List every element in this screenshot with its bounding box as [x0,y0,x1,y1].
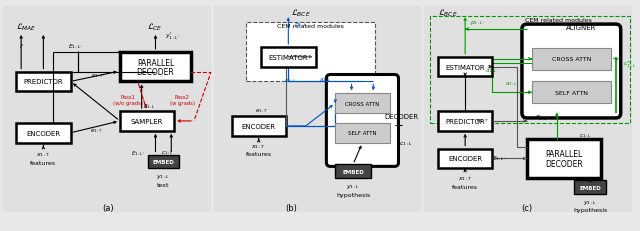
Text: $p_{1:L}$: $p_{1:L}$ [294,21,308,29]
Text: SELF ATTN: SELF ATTN [348,131,377,136]
FancyBboxPatch shape [335,165,371,179]
Text: $a_{1:L^{\prime}}$: $a_{1:L^{\prime}}$ [505,80,519,88]
Text: ENCODER: ENCODER [448,156,482,162]
FancyBboxPatch shape [438,58,492,77]
FancyBboxPatch shape [261,48,316,67]
Text: CROSS ATTN: CROSS ATTN [552,57,591,62]
Text: $\mathcal{L}_{MAE}$: $\mathcal{L}_{MAE}$ [16,21,36,33]
Text: $d_{1:L^{\prime}}$: $d_{1:L^{\prime}}$ [485,66,499,75]
Text: DECODER: DECODER [545,159,583,168]
Text: $x_{1:T}$: $x_{1:T}$ [252,142,266,150]
FancyBboxPatch shape [532,82,611,104]
Text: $x_{1:T}$: $x_{1:T}$ [458,175,472,182]
Text: ENCODER: ENCODER [26,130,60,136]
Text: $d_{1:L}$: $d_{1:L}$ [284,76,297,85]
Text: EMBED: EMBED [152,159,174,164]
Text: text: text [157,182,170,187]
Text: Pass2
(w grads): Pass2 (w grads) [170,94,195,105]
Text: SELF ATTN: SELF ATTN [555,90,588,95]
FancyBboxPatch shape [574,180,606,194]
Text: $E^{\prime}_{1:L^{\prime}}$: $E^{\prime}_{1:L^{\prime}}$ [535,113,548,122]
Text: $c_{1:L}$: $c_{1:L}$ [161,149,173,157]
FancyBboxPatch shape [3,7,211,212]
Text: $e_{1:T^{\prime}}$: $e_{1:T^{\prime}}$ [92,72,105,80]
FancyBboxPatch shape [326,75,399,167]
FancyBboxPatch shape [120,52,191,82]
Text: $e_{1:T}$: $e_{1:T}$ [476,116,489,124]
Text: ALIGNER: ALIGNER [566,25,596,31]
Text: PARALLEL: PARALLEL [137,59,174,68]
Text: $y^{\prime}_{1:L^{\prime}}$: $y^{\prime}_{1:L^{\prime}}$ [165,31,180,42]
Text: DECODER: DECODER [136,68,174,77]
FancyBboxPatch shape [120,112,174,131]
FancyBboxPatch shape [16,72,70,92]
Text: $c^{+}_{1:L}$: $c^{+}_{1:L}$ [623,59,636,70]
Text: features: features [30,160,56,165]
Text: SAMPLER: SAMPLER [131,119,163,124]
Text: (a): (a) [102,204,114,213]
Text: $c_{1:L}$: $c_{1:L}$ [399,139,413,147]
Text: ESTIMATOR: ESTIMATOR [269,55,308,61]
FancyBboxPatch shape [438,112,492,131]
FancyBboxPatch shape [522,25,621,119]
Text: PREDICTOR: PREDICTOR [445,119,485,124]
Text: DECODER: DECODER [385,113,419,119]
Text: $c_{1:L}$: $c_{1:L}$ [579,131,591,139]
FancyBboxPatch shape [232,116,286,136]
Text: hypothesis: hypothesis [573,207,607,213]
FancyBboxPatch shape [148,155,179,169]
FancyBboxPatch shape [335,94,390,113]
Text: $\mathcal{L}_{BCE}$: $\mathcal{L}_{BCE}$ [291,7,310,19]
Text: $p_{1:L^{\prime}}$: $p_{1:L^{\prime}}$ [470,19,486,27]
FancyBboxPatch shape [214,7,421,212]
Text: ESTIMATOR: ESTIMATOR [445,64,485,70]
Text: $\mathcal{L}_{CE}$: $\mathcal{L}_{CE}$ [147,21,163,33]
FancyBboxPatch shape [335,123,390,143]
Text: EMBED: EMBED [579,185,601,190]
Text: $S_{1:L}$: $S_{1:L}$ [143,101,156,110]
Text: $E_{1:L^{\prime}}$: $E_{1:L^{\prime}}$ [131,149,145,157]
Text: Pass1
(w/o grads): Pass1 (w/o grads) [113,94,143,105]
Text: $y_{1:L}$: $y_{1:L}$ [156,173,170,180]
Text: $e_{1:T}$: $e_{1:T}$ [90,126,103,134]
FancyBboxPatch shape [527,139,601,179]
Text: $x_{1:T}$: $x_{1:T}$ [36,151,51,159]
Text: ENCODER: ENCODER [242,123,276,129]
Text: PARALLEL: PARALLEL [545,149,582,158]
Text: $a_{1:L}$: $a_{1:L}$ [319,76,332,84]
Text: $E_{1:L^{\prime}}$: $E_{1:L^{\prime}}$ [68,42,83,51]
Text: features: features [452,184,478,189]
FancyBboxPatch shape [532,49,611,70]
Text: (c): (c) [522,204,532,213]
Text: $y_{1:L}$: $y_{1:L}$ [583,198,597,206]
Text: $\mathcal{L}_{BCE}$: $\mathcal{L}_{BCE}$ [438,7,458,19]
FancyBboxPatch shape [424,7,632,212]
Text: features: features [246,151,272,156]
Text: hypothesis: hypothesis [336,192,370,197]
Text: $e_{1:T}$: $e_{1:T}$ [255,107,268,115]
Text: EMBED: EMBED [342,169,364,174]
Text: (b): (b) [285,204,297,213]
Text: $l^{\prime}$: $l^{\prime}$ [19,42,24,51]
Text: PREDICTOR: PREDICTOR [24,79,63,85]
Text: CEM related modules: CEM related modules [525,18,592,23]
Text: CROSS ATTN: CROSS ATTN [345,101,380,106]
Text: $y_{1:L}$: $y_{1:L}$ [346,182,360,190]
FancyBboxPatch shape [246,23,375,82]
Text: $E_{1:L^{\prime}}$: $E_{1:L^{\prime}}$ [492,153,506,162]
FancyBboxPatch shape [438,149,492,169]
Text: CEM related modules: CEM related modules [277,24,344,28]
FancyBboxPatch shape [16,123,70,143]
